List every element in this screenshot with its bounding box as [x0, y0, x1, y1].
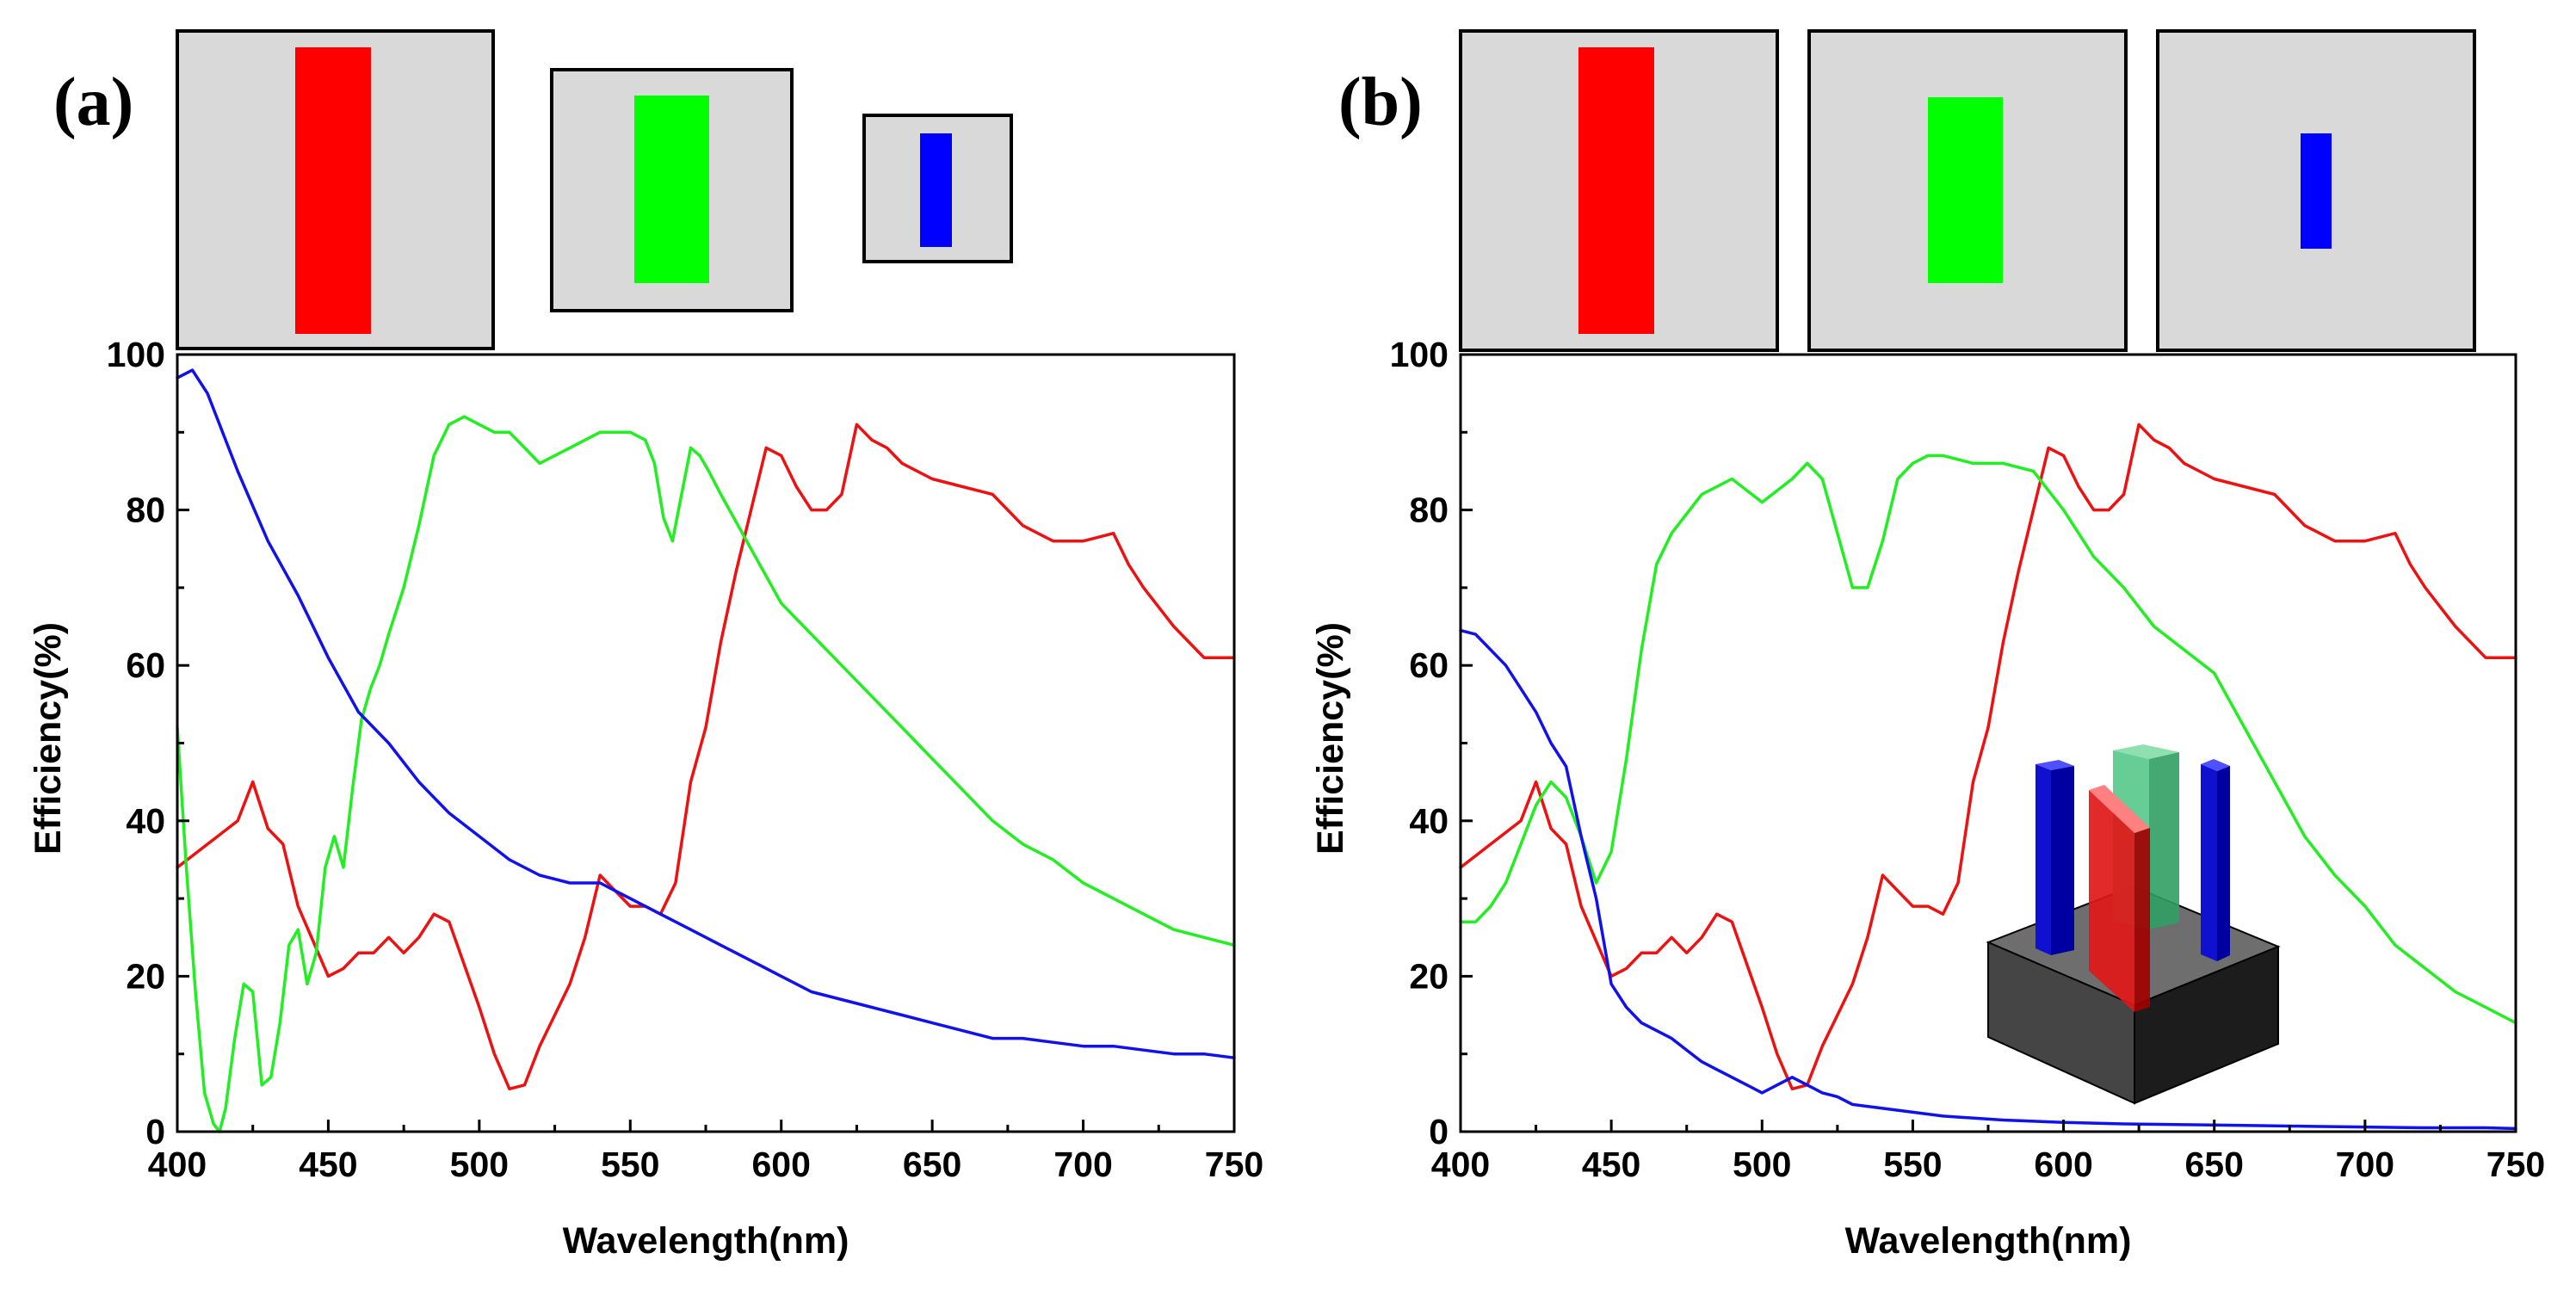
green-pillar-cell-b [1807, 29, 2128, 352]
inset-red-pillar-side [2134, 828, 2150, 1012]
blue-pillar-b [2301, 133, 2332, 249]
panel-a-ytick-label: 60 [126, 645, 165, 685]
panel-a-ytick-label: 20 [126, 956, 165, 996]
panel-b-ytick-label: 40 [1409, 801, 1449, 841]
panel-b-ylabel: Efficiency(%) [1310, 622, 1351, 855]
inset-red-pillar-front [2089, 790, 2134, 1012]
panel-a-xlabel: Wavelength(nm) [563, 1220, 849, 1262]
panel-a-series-blue [176, 368, 1236, 1059]
panel-a-xtick-label: 650 [903, 1145, 961, 1184]
panel-a-ytick-label: 40 [126, 801, 165, 841]
panel-a-ytick-label: 100 [107, 335, 165, 374]
panel-b-ytick-label: 80 [1409, 491, 1449, 530]
panel-b-xlabel: Wavelength(nm) [1845, 1220, 2132, 1262]
panel-a-plot-area: 400 450 500 550 600 650 700 750 0 20 40 60 80 100 [107, 335, 1264, 1184]
panel-a-ylabel: Efficiency(%) [28, 622, 69, 855]
panel-b-xtick-label: 550 [1883, 1145, 1942, 1184]
panel-a-ytick-label: 80 [126, 491, 165, 530]
panel-b-xtick-label: 450 [1582, 1145, 1640, 1184]
panel-a-series-red [176, 423, 1236, 1091]
panel-b-xtick-label: 400 [1431, 1145, 1490, 1184]
green-pillar-a [634, 96, 709, 283]
panel-b-ytick-label: 0 [1429, 1112, 1449, 1151]
inset-green-pillar-top [2113, 744, 2179, 759]
red-pillar-a [295, 47, 371, 334]
panel-b-ytick-label: 20 [1409, 956, 1449, 996]
blue-pillar-a [920, 133, 952, 247]
panel-b-ytick-label: 60 [1409, 645, 1449, 685]
inset-blue-pillar-right-front [2201, 764, 2217, 961]
panel-a-xtick-label: 600 [752, 1145, 811, 1184]
red-pillar-cell-a [176, 29, 495, 350]
panel-a-xtick-label: 700 [1053, 1145, 1112, 1184]
panel-a-xtick-label: 550 [601, 1145, 659, 1184]
panel-b-ytick-label: 100 [1390, 335, 1449, 374]
inset-blue-pillar-left-front [2035, 764, 2051, 955]
inset-blue-pillar-left-side [2051, 766, 2074, 955]
panel-a-series-green [176, 415, 1236, 1133]
red-pillar-b [1578, 47, 1654, 334]
panel-a: (a) 400 450 500 550 600 650 700 750 0 20 40 60 80 100… [28, 29, 1264, 1262]
panel-a-xtick-label: 400 [148, 1145, 207, 1184]
panel-b-series-blue [1459, 628, 2517, 1131]
panel-a-xtick-label: 750 [1205, 1145, 1263, 1184]
panel-b-plot-area: 400 450 500 550 600 650 700 750 0 20 40 60 80 100 [1390, 335, 2546, 1184]
inset-base-right [2134, 945, 2279, 1105]
blue-pillar-cell-a [862, 114, 1013, 263]
inset-blue-pillar-right-top [2201, 759, 2230, 771]
blue-pillar-cell-b [2156, 29, 2476, 352]
panel-a-frame [176, 353, 1236, 1133]
green-pillar-b [1928, 97, 2003, 283]
red-pillar-cell-b [1459, 29, 1779, 352]
panel-a-xtick-label: 450 [299, 1145, 357, 1184]
panel-a-ytick-label: 0 [145, 1112, 165, 1151]
inset-blue-pillar-left-top [2035, 760, 2074, 770]
panel-a-unit-cells [176, 29, 1013, 350]
inset-blue-pillar-right-side [2217, 766, 2230, 961]
panel-b-xtick-label: 650 [2185, 1145, 2244, 1184]
inset-red-pillar-top [2089, 785, 2150, 833]
inset-green-pillar-side [2149, 752, 2179, 929]
green-pillar-cell-a [550, 68, 794, 312]
panel-b-unit-cells [1459, 29, 2476, 352]
panel-b-label: (b) [1338, 65, 1423, 140]
panel-b: (b) 400 450 500 550 600 650 700 750 0 20 40 60 80 100… [1310, 29, 2546, 1262]
panel-b-xtick-label: 750 [2486, 1145, 2545, 1184]
3d-unit-cell-inset [1986, 744, 2281, 1105]
panel-b-xtick-label: 600 [2034, 1145, 2092, 1184]
panel-b-series-red [1459, 423, 2517, 1091]
panel-a-label: (a) [53, 65, 133, 140]
panel-b-xtick-label: 700 [2336, 1145, 2394, 1184]
panel-b-xtick-label: 500 [1733, 1145, 1791, 1184]
panel-a-xtick-label: 500 [450, 1145, 509, 1184]
